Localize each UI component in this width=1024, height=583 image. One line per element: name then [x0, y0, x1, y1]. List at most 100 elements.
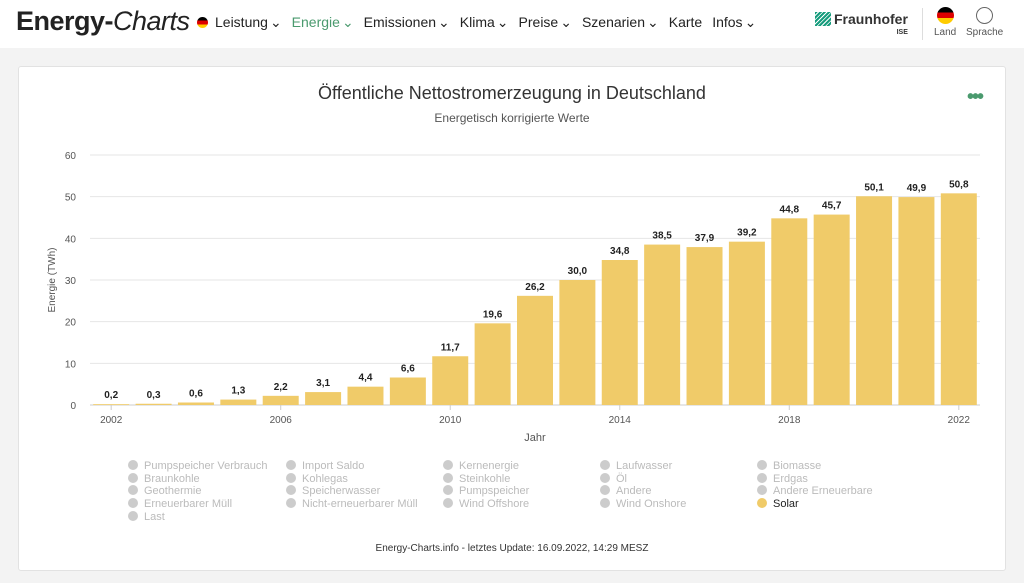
bar: [559, 280, 596, 405]
legend-item[interactable]: Erneuerbarer Müll: [128, 498, 232, 510]
data-label: 11,7: [441, 342, 460, 353]
bar: [474, 323, 511, 405]
legend-item[interactable]: Öl: [600, 473, 627, 485]
chevron-down-icon[interactable]: ⌄: [496, 14, 509, 30]
legend-label: Wind Offshore: [459, 498, 530, 510]
sprache-button[interactable]: Sprache: [966, 7, 1003, 38]
logo[interactable]: Energy-Charts: [16, 6, 208, 37]
data-label: 4,4: [359, 373, 373, 384]
logo-text: Energy-: [16, 6, 114, 36]
nav-klima[interactable]: Klima: [459, 14, 495, 30]
land-button[interactable]: Land: [934, 7, 956, 38]
bar: [517, 295, 553, 405]
legend-item[interactable]: Wind Onshore: [600, 498, 686, 510]
legend-item[interactable]: Laufwasser: [600, 460, 672, 472]
legend-dot-icon: [286, 460, 296, 470]
legend-item[interactable]: Geothermie: [128, 485, 201, 497]
legend-item[interactable]: Pumpspeicher: [443, 485, 529, 497]
legend-label: Nicht-erneuerbarer Müll: [302, 498, 418, 510]
nav-karte[interactable]: Karte: [668, 14, 703, 30]
chevron-down-icon[interactable]: ⌄: [269, 14, 282, 30]
bar: [856, 196, 893, 405]
legend-label: Geothermie: [144, 485, 202, 497]
legend-label: Kernenergie: [459, 460, 519, 472]
legend-dot-icon: [286, 473, 296, 483]
bar: [93, 404, 130, 405]
nav-emissionen[interactable]: Emissionen: [363, 14, 437, 30]
legend-item[interactable]: Pumpspeicher Verbrauch: [128, 460, 268, 472]
legend-item[interactable]: Steinkohle: [443, 473, 510, 485]
bar: [898, 197, 935, 405]
legend-dot-icon: [600, 498, 610, 508]
legend-item[interactable]: Solar: [757, 498, 799, 510]
x-tick-label: 2002: [100, 415, 123, 426]
nav-infos[interactable]: Infos: [712, 14, 743, 30]
y-tick-label: 10: [65, 359, 77, 370]
legend-dot-icon: [286, 498, 296, 508]
data-label: 44,8: [780, 204, 800, 215]
chart-title: Öffentliche Nettostromerzeugung in Deuts…: [318, 83, 706, 103]
chevron-down-icon[interactable]: ⌄: [560, 14, 572, 30]
main-nav: Leistung ⌄ Energie ⌄ Emissionen ⌄ Klima ⌄ Preise…: [215, 14, 756, 31]
legend-dot-icon: [128, 498, 138, 508]
data-label: 0,2: [104, 390, 118, 401]
fraunhofer-logo[interactable]: Fraunhofer ISE: [815, 11, 908, 36]
footer-update: Energy-Charts.info - letztes Update: 16.…: [375, 543, 649, 554]
legend-label: Pumpspeicher: [459, 485, 530, 497]
y-tick-label: 20: [65, 318, 77, 329]
bar: [601, 260, 638, 405]
nav-leistung[interactable]: Leistung: [215, 14, 268, 30]
data-label: 34,8: [610, 246, 630, 257]
bar: [220, 399, 257, 405]
data-label: 2,2: [274, 382, 288, 393]
data-label: 26,2: [525, 282, 545, 293]
legend-item[interactable]: Andere: [600, 485, 651, 497]
legend-label: Laufwasser: [616, 460, 673, 472]
data-label: 45,7: [822, 201, 842, 212]
chevron-down-icon[interactable]: ⌄: [438, 14, 450, 30]
legend-item[interactable]: Last: [128, 511, 165, 523]
legend-item[interactable]: Braunkohle: [128, 473, 200, 485]
top-bar: Energy-Charts Leistung ⌄ Energie ⌄ Emissione…: [0, 0, 1024, 48]
bar: [135, 403, 172, 405]
data-label: 0,6: [189, 389, 203, 400]
bar: [432, 356, 469, 405]
data-label: 6,6: [401, 364, 415, 375]
legend-item[interactable]: Andere Erneuerbare: [757, 485, 873, 497]
legend-item[interactable]: Import Saldo: [286, 460, 364, 472]
y-tick-label: 0: [70, 401, 76, 412]
legend-item[interactable]: Kernenergie: [443, 460, 519, 472]
nav-energie[interactable]: Energie: [291, 14, 340, 30]
legend-item[interactable]: Kohlegas: [286, 473, 348, 485]
bar: [813, 214, 850, 405]
legend-item[interactable]: Nicht-erneuerbarer Müll: [286, 498, 418, 510]
legend-item[interactable]: Biomasse: [757, 460, 821, 472]
nav-szenarien[interactable]: Szenarien: [581, 14, 645, 30]
legend-dot-icon: [757, 473, 767, 483]
bar: [262, 395, 299, 405]
legend-dot-icon: [443, 485, 453, 495]
land-label: Land: [934, 27, 957, 38]
divider: [922, 8, 923, 40]
y-axis-label: Energie (TWh): [47, 247, 58, 312]
legend-label: Last: [144, 511, 165, 523]
fraunhofer-icon: [815, 12, 831, 26]
german-flag-icon: [196, 17, 208, 29]
legend-dot-icon: [443, 498, 453, 508]
data-label: 49,9: [907, 183, 927, 194]
logo-text-italic: Charts: [113, 6, 190, 36]
bar: [389, 377, 426, 405]
legend-item[interactable]: Erdgas: [757, 473, 808, 485]
nav-preise[interactable]: Preise: [518, 14, 559, 30]
y-tick-label: 50: [65, 193, 77, 204]
legend-item[interactable]: Speicherwasser: [286, 485, 380, 497]
more-options-icon[interactable]: •••: [967, 86, 984, 108]
chevron-down-icon[interactable]: ⌄: [647, 14, 659, 30]
x-axis-label: Jahr: [524, 432, 546, 444]
x-tick-label: 2006: [270, 415, 293, 426]
legend-label: Steinkohle: [459, 473, 511, 485]
legend-dot-icon: [757, 485, 767, 495]
chevron-down-icon[interactable]: ⌄: [744, 14, 757, 30]
legend-item[interactable]: Wind Offshore: [443, 498, 529, 510]
chevron-down-icon[interactable]: ⌄: [341, 14, 354, 30]
